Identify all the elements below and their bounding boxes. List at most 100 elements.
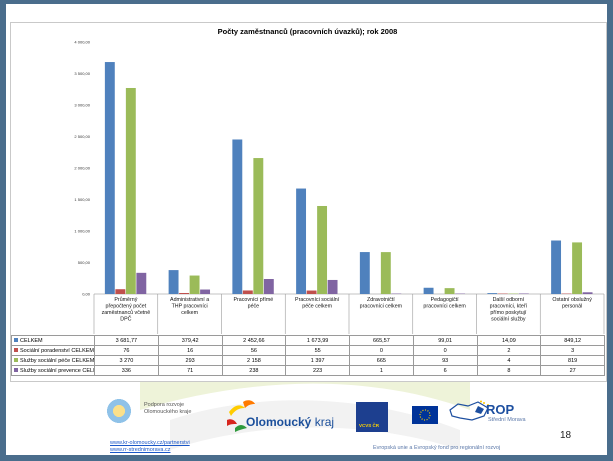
bar-3-4 <box>317 205 328 294</box>
data-label: 93 <box>412 355 478 366</box>
series-name: Služby sociální prevence CELKEM <box>20 367 94 374</box>
x-tick-label: Ostatní obslužný personál <box>552 297 592 310</box>
bar-4-8 <box>582 292 593 294</box>
bar-4-1 <box>136 272 147 294</box>
bar-4-7 <box>518 293 529 294</box>
bar-1-1 <box>104 62 115 294</box>
data-label: 1 <box>349 365 414 376</box>
data-label: 1 673,99 <box>285 335 350 346</box>
data-label: 293 <box>157 355 223 366</box>
link-rr-strednimorava[interactable]: www.rr-strednimorava.cz <box>110 447 171 453</box>
link-kr-olomoucky[interactable]: www.kr-olomoucky.cz/partnerstvi <box>110 440 190 446</box>
x-tick-label: Další odborní pracovníci, kteří přímo posk… <box>490 297 528 323</box>
data-label: 76 <box>94 345 159 356</box>
y-tick-label: 1 500,00 <box>74 197 90 202</box>
bars <box>104 62 593 295</box>
x-tick-label: Zdravotničtí pracovníci celkem <box>360 297 403 310</box>
data-label: 14,09 <box>476 335 542 346</box>
data-label: 238 <box>221 365 287 376</box>
y-tick-label: 3 000,00 <box>74 103 90 108</box>
series-name: Služby sociální péče CELKEM <box>20 357 95 364</box>
rop-subtitle: Střední Morava <box>488 417 526 423</box>
rop-map-icon <box>449 400 489 421</box>
frame-right-border <box>607 0 613 461</box>
table-row: Služby sociální péče CELKEM 3 270 293 2 158… <box>11 355 605 366</box>
bar-4-3 <box>263 279 274 294</box>
bar-1-8 <box>551 240 562 294</box>
bar-2-3 <box>242 290 253 294</box>
data-label: 2 158 <box>221 355 287 366</box>
legend-key <box>14 358 18 363</box>
series-name-cell: Sociální poradenství CELKEM <box>11 345 95 356</box>
data-label: 3 681,77 <box>94 335 159 346</box>
eu-flag-icon <box>412 406 438 424</box>
x-tick-label: Pracovníci přímé péče <box>234 297 274 310</box>
series-name-cell: Služby sociální péče CELKEM <box>11 355 95 366</box>
olomoucky-word: Olomoucký <box>246 415 312 429</box>
podpora-line1: Podpora rozvoje <box>144 402 185 408</box>
series-name: CELKEM <box>20 337 43 344</box>
vcvs-logo <box>356 402 388 432</box>
bar-1-2 <box>168 270 179 294</box>
bar-1-7 <box>487 293 498 294</box>
data-label: 56 <box>221 345 287 356</box>
bar-1-4 <box>296 188 307 294</box>
bar-4-2 <box>200 289 211 294</box>
data-label: 1 397 <box>285 355 350 366</box>
bar-1-3 <box>232 139 243 294</box>
x-tick-label: Pracovníci sociální péče celkem <box>295 297 340 310</box>
bar-1-5 <box>359 252 370 294</box>
olomoucky-kraj-wordmark: Olomoucký kraj <box>246 415 334 429</box>
table-row: Sociální poradenství CELKEM 76 16 56 55 0 0 2 3 <box>11 345 605 356</box>
data-label: 379,42 <box>157 335 223 346</box>
frame-bottom-border <box>0 455 613 461</box>
data-label: 6 <box>412 365 478 376</box>
bar-3-6 <box>444 288 455 294</box>
podpora-logo <box>105 397 133 425</box>
eu-fund-note: Evropská unie a Evropský fond pro region… <box>373 445 501 451</box>
bar-3-8 <box>572 242 583 294</box>
bar-3-5 <box>380 252 391 294</box>
data-label: 16 <box>157 345 223 356</box>
vcvs-text: VCVS ČR <box>359 423 380 428</box>
y-tick-label: 4 000,00 <box>74 40 90 45</box>
x-tick-label: Pedagogičtí pracovníci celkem <box>423 297 466 310</box>
podpora-line2: Olomouckého kraje <box>144 409 192 415</box>
bar-3-1 <box>125 87 136 295</box>
data-label: 0 <box>412 345 478 356</box>
data-label: 71 <box>157 365 223 376</box>
data-label: 0 <box>349 345 414 356</box>
y-axis: 0,00 500,00 1 000,00 1 500,00 2 000,00 2 500,… <box>74 40 604 297</box>
data-label: 2 452,66 <box>221 335 287 346</box>
bar-chart: 0,00 500,00 1 000,00 1 500,00 2 000,00 2 500,… <box>74 40 605 334</box>
frame-left-border <box>0 0 6 461</box>
y-tick-label: 2 500,00 <box>74 134 90 139</box>
bar-2-2 <box>179 292 190 294</box>
y-tick-label: 2 000,00 <box>74 166 90 171</box>
y-tick-label: 0,00 <box>82 292 91 297</box>
data-label: 8 <box>476 365 542 376</box>
y-tick-label: 500,00 <box>78 260 91 265</box>
legend-key <box>14 338 18 343</box>
data-label: 665 <box>349 355 414 366</box>
data-label: 27 <box>540 365 605 376</box>
data-label: 3 <box>540 345 605 356</box>
series-name-cell: Služby sociální prevence CELKEM <box>11 365 95 376</box>
y-tick-label: 1 000,00 <box>74 229 90 234</box>
bar-1-6 <box>423 287 434 294</box>
x-axis-categories: Průměrný přepočtený počet zaměstnanců včet… <box>93 294 605 334</box>
page-number: 18 <box>560 430 572 441</box>
data-label: 2 <box>476 345 542 356</box>
bar-3-3 <box>253 158 264 294</box>
table-row: Služby sociální prevence CELKEM33671238 2… <box>11 365 605 376</box>
rop-wordmark: ROP <box>486 402 515 417</box>
podpora-text: Podpora rozvoje Olomouckého kraje <box>144 402 224 416</box>
data-label: 665,57 <box>349 335 414 346</box>
bar-2-4 <box>306 290 317 294</box>
legend-key <box>14 368 18 373</box>
x-tick-label: Průměrný přepočtený počet zaměstnanců včet… <box>102 296 151 323</box>
data-label: 336 <box>94 365 159 376</box>
table-row: CELKEM 3 681,77 379,42 2 452,66 1 673,99 665,… <box>11 335 605 346</box>
data-label: 55 <box>285 345 350 356</box>
chart-title: Počty zaměstnanců (pracovních úvazků); r… <box>217 27 398 36</box>
